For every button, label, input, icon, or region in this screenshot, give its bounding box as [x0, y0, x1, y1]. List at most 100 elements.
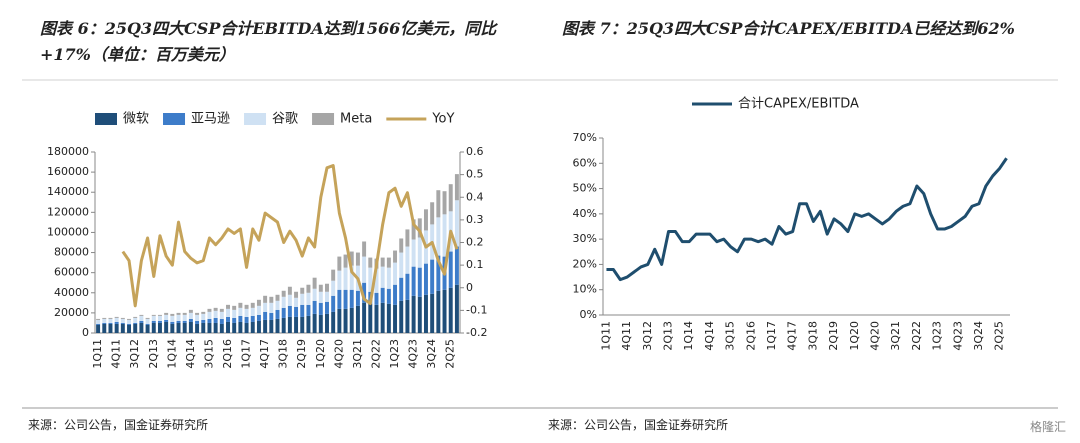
y2-tick-label: 0.4 — [466, 190, 484, 203]
bar-segment — [306, 304, 311, 316]
bar-segment — [145, 318, 150, 324]
bar-segment — [325, 291, 329, 302]
bar-segment — [151, 322, 156, 333]
x-tick-label: 1Q14 — [165, 339, 178, 369]
bar-segment — [133, 322, 138, 324]
bar-segment — [442, 191, 447, 215]
bar-segment — [417, 237, 422, 268]
bar-segment — [170, 321, 175, 324]
y2-tick-label: -0.2 — [466, 326, 487, 339]
bar-segment — [362, 241, 367, 257]
bar-segment — [188, 321, 193, 333]
bar-segment — [417, 218, 422, 238]
bar-segment — [263, 295, 268, 303]
bar-segment — [219, 323, 224, 333]
bar-segment — [281, 307, 286, 318]
bar-segment — [436, 290, 441, 333]
bar-segment — [164, 314, 169, 320]
y-tick-label: 100000 — [47, 225, 89, 238]
bar-segment — [226, 321, 230, 333]
bar-segment — [448, 184, 453, 212]
bar-segment — [300, 287, 305, 294]
x-tick-label: 4Q14 — [184, 339, 197, 369]
bar-segment — [226, 308, 230, 317]
bar-segment — [325, 313, 329, 333]
bar-segment — [250, 321, 255, 333]
bar-segment — [108, 322, 113, 324]
bar-segment — [139, 315, 144, 321]
bar-segment — [157, 322, 162, 333]
legend-label: 微软 — [123, 112, 149, 127]
x-tick-label: 1Q11 — [599, 321, 612, 351]
bar-segment — [96, 319, 101, 324]
bar-segment — [133, 316, 138, 318]
bar-segment — [151, 320, 156, 323]
bar-segment — [188, 318, 193, 322]
y-tick-label: 0% — [580, 308, 597, 321]
bar-segment — [157, 320, 162, 323]
bar-segment — [232, 309, 237, 318]
bar-segment — [201, 311, 206, 314]
bar-segment — [349, 289, 354, 308]
x-tick-label: 3Q18 — [277, 339, 290, 369]
bar-segment — [256, 299, 261, 306]
y-tick-label: 10% — [573, 283, 597, 296]
bar-segment — [226, 304, 230, 309]
x-tick-label: 3Q12 — [641, 321, 654, 351]
legend-swatch — [163, 113, 186, 125]
bar-segment — [219, 311, 224, 319]
bar-segment — [318, 302, 323, 315]
bar-segment — [417, 296, 422, 333]
bar-segment — [250, 302, 255, 308]
bar-segment — [250, 315, 255, 322]
bar-segment — [176, 322, 181, 333]
bar-segment — [436, 217, 441, 256]
bar-segment — [139, 314, 144, 316]
bar-segment — [207, 318, 212, 323]
y2-tick-label: 0.3 — [466, 213, 484, 226]
bar-segment — [386, 257, 391, 268]
y2-tick-label: 0 — [466, 281, 473, 294]
bar-segment — [300, 304, 305, 317]
x-tick-label: 2Q25 — [444, 339, 457, 369]
bar-segment — [331, 295, 336, 312]
bar-segment — [368, 303, 373, 333]
bar-segment — [145, 323, 150, 325]
bar-segment — [213, 307, 218, 311]
bar-segment — [312, 300, 317, 314]
bar-segment — [448, 251, 453, 288]
bar-segment — [120, 317, 125, 319]
bar-segment — [454, 200, 459, 247]
bar-segment — [151, 314, 156, 316]
bar-segment — [102, 323, 107, 333]
x-tick-label: 1Q20 — [314, 339, 327, 369]
bar-segment — [380, 287, 385, 303]
bar-segment — [405, 246, 410, 274]
bar-segment — [157, 314, 162, 316]
bar-segment — [213, 317, 218, 323]
legend-label: 合计CAPEX/EBITDA — [738, 97, 859, 112]
bar-segment — [337, 308, 342, 333]
bar-segment — [349, 251, 354, 266]
bar-segment — [294, 297, 299, 307]
x-tick-label: 4Q23 — [951, 321, 964, 351]
bar-segment — [232, 305, 237, 310]
source-note: 来源：公司公告，国金证券研究所 — [28, 418, 209, 432]
bar-segment — [411, 295, 416, 333]
bar-segment — [355, 290, 360, 306]
x-tick-label: 2Q16 — [744, 321, 757, 351]
y2-tick-label: 0.1 — [466, 258, 484, 271]
bar-segment — [312, 313, 317, 333]
x-tick-label: 4Q17 — [786, 321, 799, 351]
legend-swatch — [312, 113, 335, 125]
bar-segment — [300, 293, 305, 305]
line-series — [121, 164, 459, 308]
bar-segment — [399, 252, 404, 278]
bar-segment — [393, 262, 398, 285]
bar-segment — [207, 311, 212, 319]
x-tick-label: 1Q17 — [765, 321, 778, 351]
bar-segment — [417, 267, 422, 297]
bar-segment — [151, 315, 156, 321]
bar-segment — [133, 317, 138, 323]
bar-segment — [405, 299, 410, 333]
